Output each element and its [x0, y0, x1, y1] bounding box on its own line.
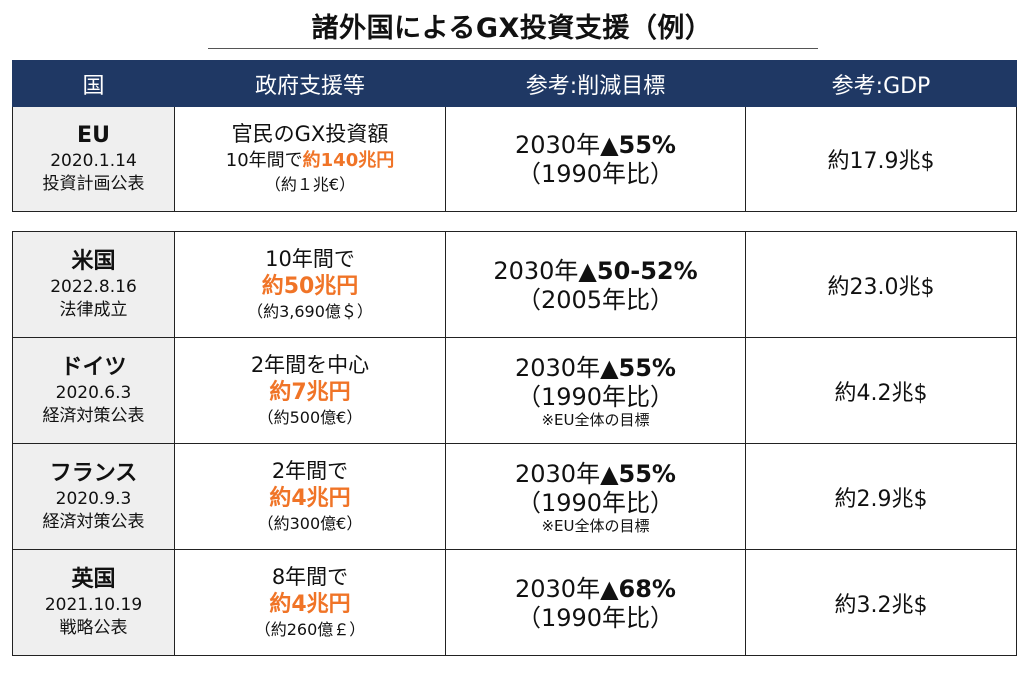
header-target: 参考:削減目標 [445, 60, 746, 107]
support-amount: 約4兆円 [269, 591, 351, 617]
page-title: 諸外国によるGX投資支援（例） [311, 13, 713, 44]
country-name: 英国 [71, 566, 116, 592]
country-name: ドイツ [60, 354, 127, 380]
support-cell: 8年間で 約4兆円 （約260億￡） [174, 549, 446, 656]
header-row: 国 政府支援等 参考:削減目標 参考:GDP [12, 60, 1017, 107]
target-cell: 2030年▲68% （1990年比） [445, 549, 746, 656]
gdp-cell: 約23.0兆$ [745, 231, 1017, 338]
target-cell: 2030年▲55% （1990年比） ※EU全体の目標 [445, 443, 746, 550]
target-value: ▲68% [600, 574, 676, 603]
header-country: 国 [12, 60, 175, 107]
support-line-3: （約１兆€） [264, 175, 356, 194]
title-underline [208, 48, 818, 49]
gdp-cell: 約2.9兆$ [745, 443, 1017, 550]
support-line-3: （約3,690億＄） [247, 301, 373, 321]
target-line: 2030年▲50-52% [446, 256, 745, 286]
country-date: 2022.8.16 [50, 276, 137, 297]
support-amount: 約7兆円 [269, 379, 351, 405]
country-note: 経済対策公表 [42, 511, 145, 532]
support-period: 10年間で [225, 150, 303, 171]
country-date: 2020.1.14 [50, 151, 137, 171]
support-cell: 10年間で 約50兆円 （約3,690億＄） [174, 231, 446, 338]
target-line: 2030年▲68% [446, 574, 745, 604]
gdp-cell: 約3.2兆$ [745, 549, 1017, 656]
table-row: フランス 2020.9.3 経済対策公表 2年間で 約4兆円 （約300億€） … [12, 443, 1017, 550]
support-line-3: （約260億￡） [254, 619, 366, 639]
target-base: （2005年比） [516, 285, 675, 314]
target-year: 2030年 [515, 353, 601, 382]
target-cell: 2030年▲55% （1990年比） [445, 106, 746, 212]
support-cell: 官民のGX投資額 10年間で約140兆円 （約１兆€） [174, 106, 446, 212]
country-name: フランス [49, 460, 138, 486]
support-line-2: 10年間で約140兆円 [175, 148, 445, 173]
country-date: 2021.10.19 [44, 594, 143, 615]
support-amount: 約4兆円 [269, 485, 351, 511]
target-year: 2030年 [515, 131, 601, 159]
support-cell: 2年間で 約4兆円 （約300億€） [174, 443, 446, 550]
country-date: 2020.6.3 [55, 382, 132, 403]
target-base: （1990年比） [516, 488, 675, 517]
target-value: ▲55% [600, 459, 676, 488]
support-line-1: 2年間で [271, 458, 349, 483]
target-year: 2030年 [515, 459, 601, 488]
target-base: （1990年比） [516, 160, 675, 188]
target-note: ※EU全体の目標 [541, 410, 650, 429]
country-cell: 英国 2021.10.19 戦略公表 [12, 549, 175, 656]
country-note: 法律成立 [59, 299, 128, 320]
header-gdp: 参考:GDP [745, 60, 1017, 107]
country-note: 経済対策公表 [42, 405, 145, 426]
support-line-1: 官民のGX投資額 [231, 122, 389, 146]
support-line-1: 2年間を中心 [250, 352, 370, 377]
target-base: （1990年比） [516, 603, 675, 632]
eu-table: 国 政府支援等 参考:削減目標 参考:GDP EU 2020.1.14 投資計画… [12, 60, 1017, 212]
header-support: 政府支援等 [174, 60, 446, 107]
gdp-cell: 約17.9兆$ [745, 106, 1017, 212]
table-row-eu: EU 2020.1.14 投資計画公表 官民のGX投資額 10年間で約140兆円… [12, 106, 1017, 212]
target-year: 2030年 [493, 256, 579, 285]
country-note: 投資計画公表 [42, 174, 145, 194]
country-note: 戦略公表 [59, 617, 128, 638]
support-amount: 約140兆円 [302, 150, 395, 171]
gdp-cell: 約4.2兆$ [745, 337, 1017, 444]
target-cell: 2030年▲50-52% （2005年比） [445, 231, 746, 338]
table-row: 米国 2022.8.16 法律成立 10年間で 約50兆円 （約3,690億＄）… [12, 231, 1017, 338]
support-line-1: 10年間で [265, 246, 355, 271]
country-cell: EU 2020.1.14 投資計画公表 [12, 106, 175, 212]
target-line: 2030年▲55% [446, 130, 745, 160]
target-value: ▲55% [600, 353, 676, 382]
support-cell: 2年間を中心 約7兆円 （約500億€） [174, 337, 446, 444]
target-line: 2030年▲55% [446, 353, 745, 383]
country-date: 2020.9.3 [55, 488, 132, 509]
country-cell: 米国 2022.8.16 法律成立 [12, 231, 175, 338]
target-year: 2030年 [515, 574, 601, 603]
support-line-3: （約500億€） [257, 407, 363, 427]
table-row: ドイツ 2020.6.3 経済対策公表 2年間を中心 約7兆円 （約500億€）… [12, 337, 1017, 444]
target-line: 2030年▲55% [446, 459, 745, 489]
target-value: ▲50-52% [578, 256, 698, 285]
country-cell: フランス 2020.9.3 経済対策公表 [12, 443, 175, 550]
country-cell: ドイツ 2020.6.3 経済対策公表 [12, 337, 175, 444]
support-line-1: 8年間で [271, 564, 349, 589]
country-name: 米国 [71, 248, 116, 274]
target-value: ▲55% [600, 131, 676, 159]
country-name: EU [77, 123, 110, 148]
target-note: ※EU全体の目標 [541, 516, 650, 535]
target-cell: 2030年▲55% （1990年比） ※EU全体の目標 [445, 337, 746, 444]
support-line-3: （約300億€） [257, 513, 363, 533]
table-row: 英国 2021.10.19 戦略公表 8年間で 約4兆円 （約260億￡） 20… [12, 549, 1017, 656]
countries-table: 米国 2022.8.16 法律成立 10年間で 約50兆円 （約3,690億＄）… [12, 231, 1017, 656]
support-amount: 約50兆円 [261, 273, 359, 299]
target-base: （1990年比） [516, 382, 675, 411]
